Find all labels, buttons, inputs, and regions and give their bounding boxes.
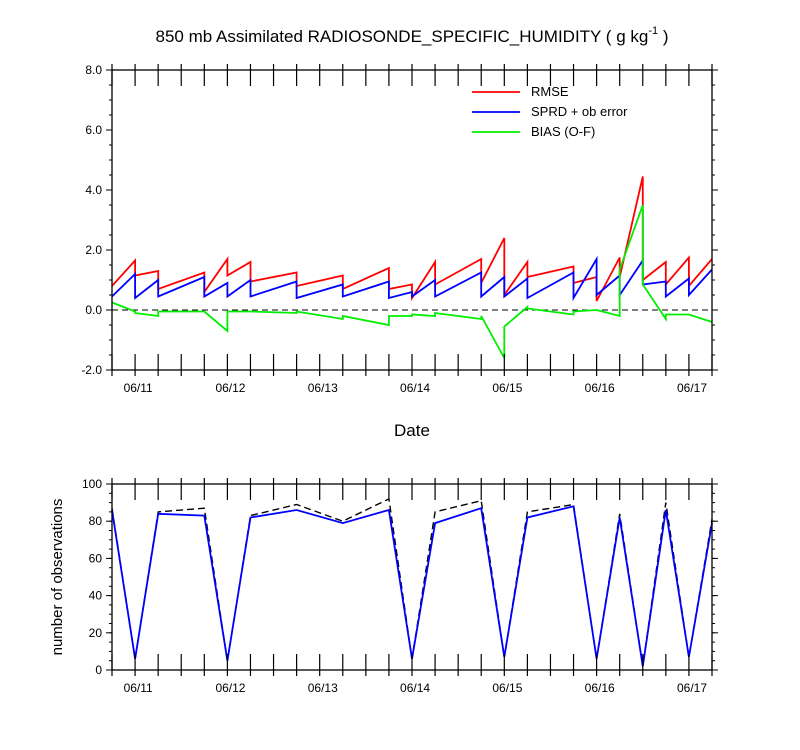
legend-label-rmse: RMSE xyxy=(531,84,569,99)
chart-title: 850 mb Assimilated RADIOSONDE_SPECIFIC_H… xyxy=(156,25,669,46)
bottom-ytick-label: 100 xyxy=(82,477,102,491)
top-xtick-label: 06/16 xyxy=(585,381,615,395)
top-ytick-label: 0.0 xyxy=(85,303,102,317)
bottom-ytick-label: 80 xyxy=(89,514,103,528)
top-series-rmse xyxy=(111,176,713,302)
observations-chart: 0 20 40 60 80 100 06/11 06/12 06/13 06/14 06/15 06/… xyxy=(49,477,718,695)
top-xtick-label: 06/12 xyxy=(215,381,245,395)
top-axes: -2.0 0.0 2.0 4.0 6.0 8.0 06/11 06/12 06/13 06/14 0… xyxy=(81,63,718,395)
legend: RMSE SPRD + ob error BIAS (O-F) xyxy=(472,84,628,139)
bottom-xtick-label: 06/17 xyxy=(677,681,707,695)
rmse-chart: 850 mb Assimilated RADIOSONDE_SPECIFIC_H… xyxy=(81,25,718,440)
bottom-ytick-label: 20 xyxy=(89,626,103,640)
legend-label-sprd: SPRD + ob error xyxy=(531,104,628,119)
legend-label-bias: BIAS (O-F) xyxy=(531,124,595,139)
y-axis-label: number of observations xyxy=(49,499,66,656)
x-axis-label: Date xyxy=(394,421,430,440)
top-xtick-label: 06/15 xyxy=(492,381,522,395)
top-series-sprd-ob-error xyxy=(111,255,713,302)
bottom-xtick-label: 06/16 xyxy=(585,681,615,695)
top-series-bias-o-f xyxy=(111,204,713,359)
title-superscript: -1 xyxy=(648,25,658,37)
bottom-xtick-label: 06/12 xyxy=(215,681,245,695)
bottom-series-observations-used xyxy=(111,505,713,667)
bottom-plot-frame xyxy=(111,483,713,671)
top-xtick-label: 06/17 xyxy=(677,381,707,395)
top-ytick-label: 6.0 xyxy=(85,123,102,137)
bottom-xtick-label: 06/14 xyxy=(400,681,430,695)
top-ytick-label: -2.0 xyxy=(81,363,102,377)
top-ytick-label: 2.0 xyxy=(85,243,102,257)
bottom-axes: 0 20 40 60 80 100 06/11 06/12 06/13 06/14 06/15 06/… xyxy=(82,477,718,695)
bottom-series-observations-possible xyxy=(111,497,713,667)
bottom-xtick-label: 06/11 xyxy=(124,681,153,695)
title-end: ) xyxy=(658,27,668,46)
bottom-xtick-label: 06/13 xyxy=(308,681,338,695)
top-ytick-label: 8.0 xyxy=(85,63,102,77)
top-xtick-label: 06/13 xyxy=(308,381,338,395)
rmse-series-group xyxy=(111,176,713,359)
top-xtick-label: 06/11 xyxy=(124,381,153,395)
bottom-ytick-label: 0 xyxy=(95,663,102,677)
bottom-ytick-label: 60 xyxy=(89,551,103,565)
top-xtick-label: 06/14 xyxy=(400,381,430,395)
observations-series-group xyxy=(111,497,713,667)
bottom-xtick-label: 06/15 xyxy=(492,681,522,695)
top-ytick-label: 4.0 xyxy=(85,183,102,197)
bottom-ytick-label: 40 xyxy=(89,589,103,603)
